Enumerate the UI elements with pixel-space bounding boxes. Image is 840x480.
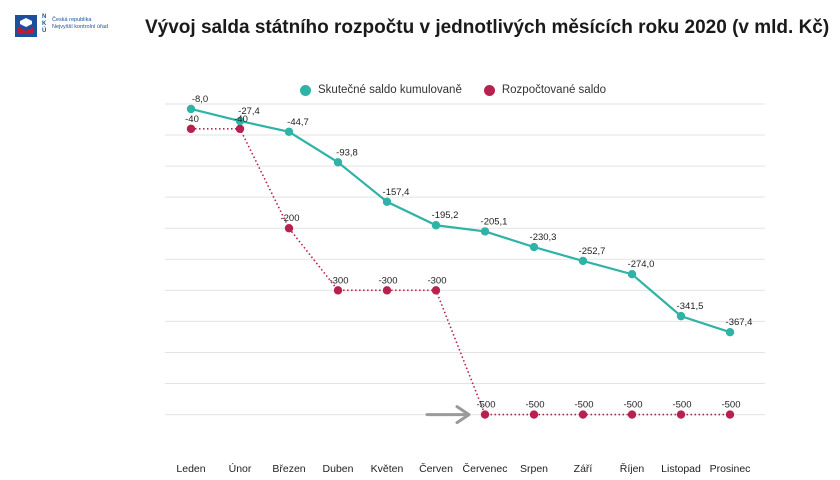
actual-point xyxy=(382,197,392,206)
x-tick-label: Březen xyxy=(272,463,305,475)
actual-value-label: -205,1 xyxy=(481,216,508,227)
actual-value-label: -93,8 xyxy=(336,147,358,158)
budget-point xyxy=(284,224,294,233)
legend-item-budget: Rozpočtované saldo xyxy=(483,84,607,96)
budget-value-label: -500 xyxy=(476,400,495,411)
budget-point xyxy=(333,286,343,295)
nku-emblem-icon xyxy=(15,15,37,37)
legend-label-actual: Skutečné saldo kumulovaně xyxy=(318,84,462,96)
budget-value-label: -200 xyxy=(280,213,299,224)
x-tick-label: Leden xyxy=(176,463,205,475)
legend-marker-budget xyxy=(483,84,495,96)
value-labels: -8,0 -27,4 -44,7 -93,8 -157,4 -195,2 -205,1 -23… xyxy=(185,94,752,411)
actual-point xyxy=(529,242,539,252)
actual-point xyxy=(676,311,686,321)
budget-point xyxy=(186,124,196,134)
actual-value-label: -27,4 xyxy=(238,106,260,117)
grid xyxy=(165,103,765,416)
page-title: Vývoj salda státního rozpočtu v jednotli… xyxy=(145,17,830,38)
legend-item-actual: Skutečné saldo kumulovaně xyxy=(300,84,462,96)
x-tick-label: Únor xyxy=(229,462,252,475)
actual-value-label: -341,5 xyxy=(677,301,704,312)
actual-point xyxy=(627,269,637,279)
budget-point xyxy=(382,286,392,295)
actual-point xyxy=(186,104,196,114)
series-actual xyxy=(186,104,735,337)
budget-point xyxy=(725,410,735,419)
budget-value-label: -300 xyxy=(329,275,348,286)
x-tick-label: Prosinec xyxy=(710,463,751,475)
budget-value-label: -300 xyxy=(378,275,397,286)
actual-value-label: -44,7 xyxy=(287,117,309,128)
budget-point xyxy=(627,410,637,419)
budget-value-label: -500 xyxy=(721,400,740,411)
logo-letters: N K Ú xyxy=(42,14,47,34)
legend-marker-actual xyxy=(300,84,311,96)
actual-value-label: -8,0 xyxy=(192,94,208,105)
actual-point xyxy=(725,328,735,337)
actual-value-label: -252,7 xyxy=(579,246,606,257)
actual-point xyxy=(333,158,343,167)
x-tick-label: Září xyxy=(574,463,593,475)
actual-value-label: -274,0 xyxy=(628,259,655,270)
actual-point xyxy=(578,256,588,266)
budget-point xyxy=(676,410,686,419)
annotations xyxy=(425,405,471,425)
x-tick-label: Říjen xyxy=(620,462,645,475)
logo-subtitle: Česká republika Nejvyšší kontrolní úřad xyxy=(52,17,108,30)
budget-value-label: -40 xyxy=(234,114,248,125)
x-tick-label: Srpen xyxy=(520,463,548,475)
x-tick-label: Červen xyxy=(419,462,453,475)
budget-value-label: -40 xyxy=(185,114,199,125)
budget-point xyxy=(529,410,539,419)
budget-value-label: -500 xyxy=(672,400,691,411)
actual-value-label: -230,3 xyxy=(530,232,557,243)
budget-point xyxy=(578,410,588,419)
arrow-head xyxy=(455,405,471,425)
actual-value-label: -157,4 xyxy=(383,187,410,198)
actual-point xyxy=(431,221,441,230)
chart-legend: Skutečné saldo kumulovaně Rozpočtované s… xyxy=(300,80,628,100)
budget-value-label: -500 xyxy=(574,400,593,411)
actual-point xyxy=(235,116,245,126)
x-tick-label: Duben xyxy=(323,463,354,475)
budget-point xyxy=(431,286,441,295)
x-tick-label: Červenec xyxy=(463,462,508,475)
actual-line xyxy=(190,107,731,334)
x-axis: Leden Únor Březen Duben Květen Červen Červenec… xyxy=(176,462,750,475)
budget-line xyxy=(191,128,730,416)
nku-logo: N K Ú Česká republika Nejvyšší kontrolní… xyxy=(14,14,144,46)
legend-label-budget: Rozpočtované saldo xyxy=(501,84,607,96)
budget-point xyxy=(235,124,245,134)
arrow-annotation-icon xyxy=(425,405,471,425)
series-budget xyxy=(186,124,735,419)
x-tick-label: Listopad xyxy=(661,463,701,475)
budget-value-label: -300 xyxy=(427,275,446,286)
budget-point xyxy=(480,410,490,419)
budget-value-label: -500 xyxy=(623,400,642,411)
x-tick-label: Květen xyxy=(371,463,404,475)
actual-value-label: -195,2 xyxy=(432,210,459,221)
actual-point xyxy=(284,127,294,136)
budget-value-label: -500 xyxy=(525,400,544,411)
actual-value-label: -367,4 xyxy=(726,317,753,328)
actual-point xyxy=(480,227,490,236)
